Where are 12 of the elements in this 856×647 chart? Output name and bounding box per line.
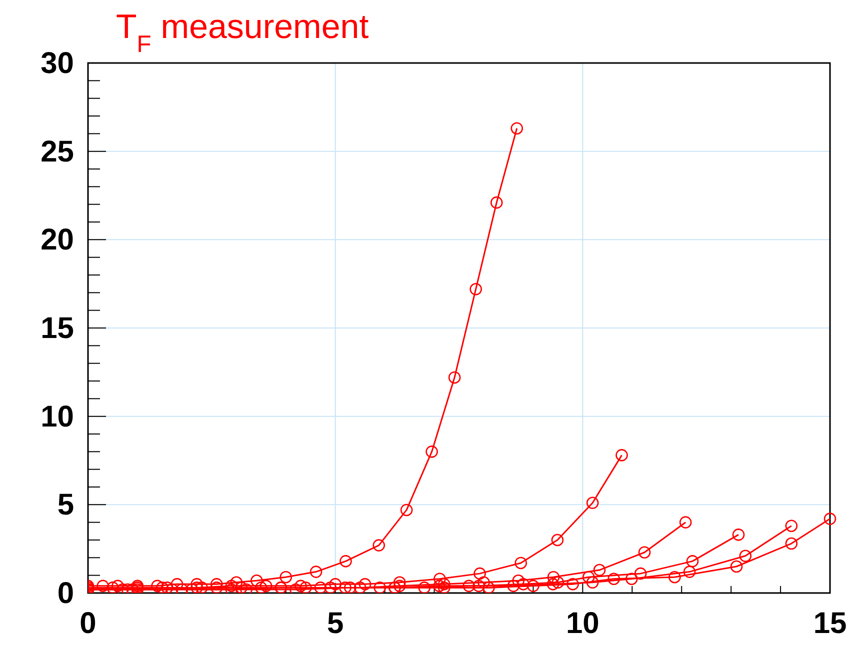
y-tick-label: 25 — [40, 135, 74, 168]
y-tick-label: 15 — [40, 312, 74, 345]
x-tick-label: 5 — [326, 607, 344, 640]
chart-title: T$_{F}$ measurement — [116, 8, 370, 58]
y-tick-label: 30 — [40, 47, 74, 80]
y-tick-label: 0 — [57, 577, 74, 610]
y-tick-label: 20 — [40, 224, 74, 257]
y-tick-label: 10 — [40, 400, 74, 434]
y-tick-label: 5 — [57, 488, 74, 522]
x-tick-label: 10 — [566, 607, 600, 640]
x-tick-label: 0 — [80, 607, 96, 640]
x-tick-label: 15 — [813, 607, 847, 640]
